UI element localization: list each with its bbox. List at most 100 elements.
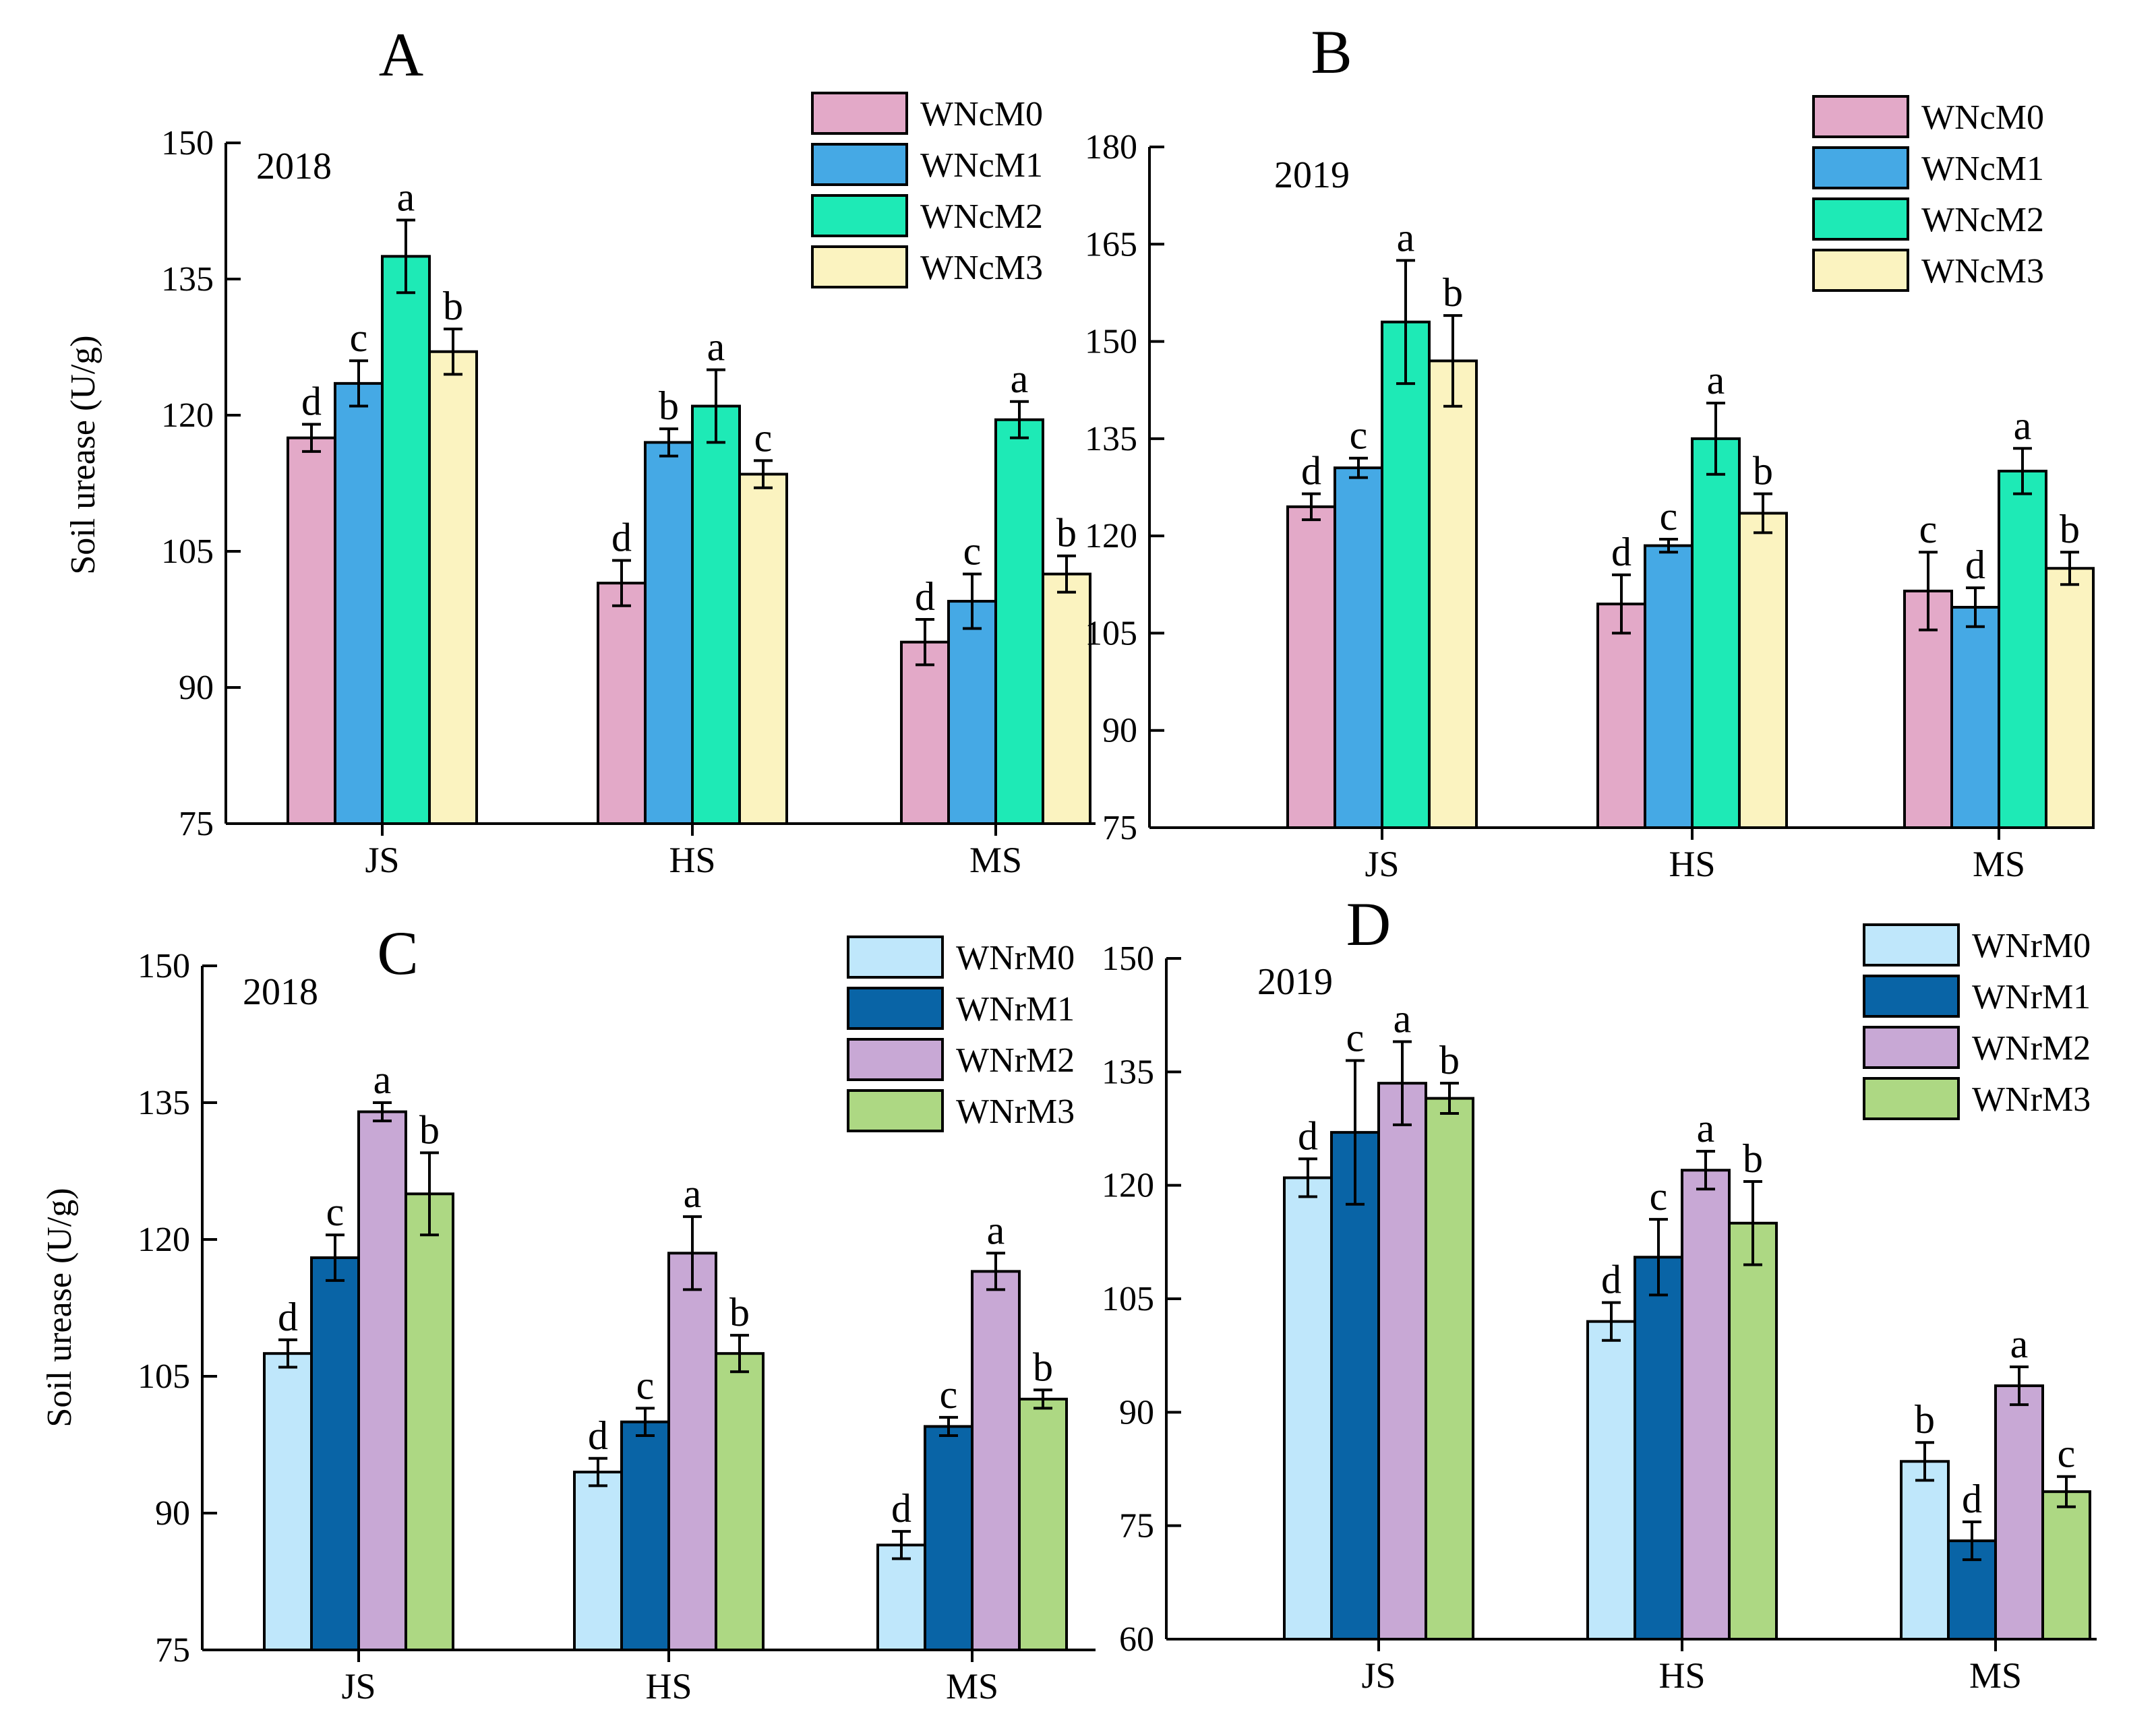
legend-label: WNcM2 <box>920 197 1043 236</box>
significance-letter: b <box>2060 507 2080 551</box>
bar-wnrm0-js <box>1283 1176 1333 1640</box>
bar-wncm3-js <box>1428 359 1478 829</box>
y-tick-label: 105 <box>138 1357 190 1396</box>
significance-letter: a <box>397 175 415 219</box>
significance-letter: a <box>1397 215 1415 259</box>
bar-wncm2-hs <box>691 404 741 825</box>
year-label: 2019 <box>1257 961 1333 1003</box>
x-category-label: JS <box>365 840 399 880</box>
bar-wnrm1-hs <box>1634 1256 1683 1641</box>
bar-wnrm2-hs <box>1681 1169 1731 1640</box>
bar-wnrm1-hs <box>620 1420 670 1652</box>
bar-wncm1-js <box>334 381 384 825</box>
legend: WNcM0 WNcM1 WNcM2 WNcM3 <box>811 92 1043 288</box>
year-label: 2018 <box>243 971 318 1013</box>
significance-letter: d <box>1962 1477 1982 1521</box>
significance-letter: d <box>1611 530 1631 574</box>
significance-letter: b <box>1915 1397 1935 1442</box>
y-tick-label: 90 <box>179 669 214 707</box>
legend-swatch-wnrm1 <box>1863 975 1960 1018</box>
significance-letter: a <box>684 1171 702 1216</box>
legend-swatch-wnrm3 <box>1863 1077 1960 1120</box>
legend-swatch-wncm1 <box>811 143 908 186</box>
year-label: 2018 <box>256 146 332 187</box>
legend-swatch-wncm0 <box>1812 95 1909 138</box>
y-tick-label: 150 <box>1085 323 1137 361</box>
y-tick-label: 180 <box>1085 128 1137 166</box>
x-category-label: MS <box>969 840 1022 880</box>
bar-wncm0-ms <box>900 640 950 826</box>
significance-letter: b <box>1439 1038 1460 1082</box>
legend-label: WNrM0 <box>1972 927 2091 965</box>
bar-wnrm0-hs <box>1586 1320 1636 1640</box>
legend-label: WNrM3 <box>1972 1080 2091 1119</box>
significance-letter: a <box>1394 996 1412 1041</box>
significance-letter: d <box>1298 1113 1318 1158</box>
y-tick-label: 75 <box>1119 1507 1154 1545</box>
legend-label: WNrM2 <box>956 1041 1075 1080</box>
y-tick-label: 120 <box>1102 1167 1154 1205</box>
legend-swatch-wncm0 <box>811 92 908 135</box>
y-tick-label: 105 <box>1102 1280 1154 1318</box>
significance-letter: c <box>754 415 773 460</box>
bar-wnrm3-ms <box>2041 1490 2091 1641</box>
bar-wnrm2-js <box>1377 1082 1427 1640</box>
x-category-label: MS <box>1973 844 2025 884</box>
bar-wnrm3-js <box>1425 1097 1474 1640</box>
bar-wnrm2-ms <box>1994 1384 2044 1641</box>
bar-wncm0-hs <box>1596 603 1646 830</box>
significance-letter: a <box>1011 357 1029 401</box>
y-tick-label: 120 <box>1085 517 1137 555</box>
y-tick-label: 135 <box>1102 1053 1154 1091</box>
x-category-label: HS <box>1669 844 1715 884</box>
x-category-label: HS <box>645 1666 692 1707</box>
bar-wnrm1-js <box>1330 1131 1380 1640</box>
bar-wnrm1-ms <box>924 1425 974 1652</box>
significance-letter: a <box>373 1057 392 1102</box>
significance-letter: c <box>1650 1174 1668 1219</box>
bar-wnrm0-ms <box>1900 1460 1950 1641</box>
significance-letter: d <box>1301 449 1321 493</box>
y-tick-label: 90 <box>1119 1393 1154 1432</box>
x-category-label: JS <box>341 1666 376 1707</box>
bar-wnrm2-ms <box>971 1270 1021 1652</box>
panel-letter: B <box>1311 18 1352 86</box>
legend-label: WNcM3 <box>1921 252 2044 290</box>
significance-letter: b <box>1753 449 1773 493</box>
significance-letter: c <box>1346 1016 1365 1060</box>
significance-letter: d <box>915 574 935 619</box>
bar-wncm3-hs <box>738 472 788 825</box>
y-tick-label: 150 <box>161 124 214 162</box>
y-tick-label: 90 <box>155 1494 190 1533</box>
y-tick-label: 75 <box>155 1631 190 1669</box>
y-axis-title: Soil urease (U/g) <box>64 335 102 574</box>
significance-letter: d <box>611 515 632 559</box>
significance-letter: b <box>1056 511 1077 555</box>
bar-wncm0-hs <box>597 582 647 826</box>
significance-letter: d <box>1601 1258 1621 1302</box>
significance-letter: d <box>278 1295 298 1339</box>
y-tick-label: 60 <box>1119 1620 1154 1659</box>
bar-wnrm0-js <box>263 1352 313 1651</box>
bar-wncm3-hs <box>1738 512 1788 829</box>
significance-letter: c <box>1350 413 1368 458</box>
bar-wncm2-ms <box>1998 469 2047 829</box>
legend-swatch-wncm2 <box>1812 197 1909 241</box>
significance-letter: a <box>2010 1322 2029 1366</box>
bar-wncm2-js <box>381 255 431 826</box>
legend-swatch-wnrm1 <box>847 987 944 1030</box>
bar-wncm2-hs <box>1691 437 1741 829</box>
significance-letter: b <box>1743 1136 1763 1181</box>
legend-label: WNcM2 <box>1921 201 2044 239</box>
bar-wncm2-js <box>1381 320 1431 829</box>
y-tick-label: 75 <box>1102 809 1137 847</box>
significance-letter: a <box>987 1208 1005 1252</box>
significance-letter: a <box>1707 358 1725 402</box>
legend-swatch-wncm3 <box>1812 249 1909 292</box>
panel-letter: D <box>1346 890 1391 958</box>
legend: WNrM0 WNrM1 WNrM2 WNrM3 <box>1863 923 2091 1120</box>
bar-wnrm0-hs <box>573 1471 623 1652</box>
y-axis-title: Soil urease (U/g) <box>40 1188 79 1427</box>
legend-swatch-wnrm3 <box>847 1089 944 1132</box>
